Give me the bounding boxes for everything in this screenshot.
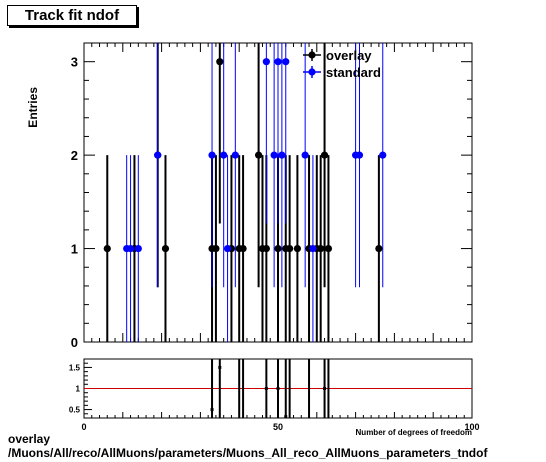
data-point <box>274 244 282 253</box>
footer-line-1: overlay <box>8 432 51 446</box>
ratio-y-tick-label: 1 <box>76 385 81 394</box>
ratio-x-tick-label: 100 <box>464 422 479 432</box>
data-point <box>216 58 224 66</box>
legend-marker-point <box>308 68 316 76</box>
data-point <box>255 151 263 159</box>
data-point <box>375 244 383 253</box>
data-point <box>103 244 111 253</box>
data-point <box>324 244 333 253</box>
data-point <box>223 244 232 253</box>
ratio-y-tick-label: 0.5 <box>69 406 81 415</box>
ratio-x-axis-label: Number of degrees of freedom <box>356 428 472 437</box>
data-point <box>379 151 387 159</box>
data-point <box>161 244 170 253</box>
data-point <box>126 244 135 253</box>
y-tick-label: 0 <box>71 335 78 350</box>
ratio-point <box>276 387 280 390</box>
data-point <box>317 244 325 253</box>
y-tick-label: 1 <box>71 242 78 257</box>
data-point <box>278 151 286 159</box>
data-point <box>309 244 317 253</box>
data-point <box>208 151 216 159</box>
data-point <box>220 151 228 159</box>
ratio-point <box>264 387 268 390</box>
chart-title: Track fit ndof <box>7 5 137 26</box>
footer-line-2: /Muons/All/reco/AllMuons/parameters/Muon… <box>8 446 488 460</box>
data-point <box>134 244 142 253</box>
legend-marker-point <box>308 51 316 59</box>
data-point <box>239 244 247 253</box>
y-axis-label: Entries <box>26 87 40 128</box>
data-point <box>231 151 239 159</box>
y-tick-label: 2 <box>71 148 78 163</box>
data-point <box>355 151 364 159</box>
ratio-y-tick-label: 1.5 <box>69 363 81 372</box>
ratio-point <box>210 408 214 412</box>
data-point <box>212 244 220 253</box>
ratio-point <box>284 415 288 419</box>
ratio-point <box>218 365 222 369</box>
data-point <box>262 244 270 253</box>
data-point <box>282 58 290 66</box>
ratio-x-tick-label: 0 <box>81 422 86 432</box>
data-point <box>293 244 301 253</box>
data-point <box>320 151 329 159</box>
data-point <box>154 151 162 159</box>
data-point <box>262 58 270 66</box>
ratio-x-tick-label: 50 <box>273 422 283 432</box>
y-tick-label: 3 <box>71 55 78 70</box>
data-point <box>270 151 278 159</box>
legend-label: standard <box>326 65 381 80</box>
ratio-point <box>323 387 327 390</box>
data-point <box>301 151 309 159</box>
data-point <box>286 244 294 253</box>
legend-label: overlay <box>326 48 372 63</box>
data-point <box>274 58 282 66</box>
